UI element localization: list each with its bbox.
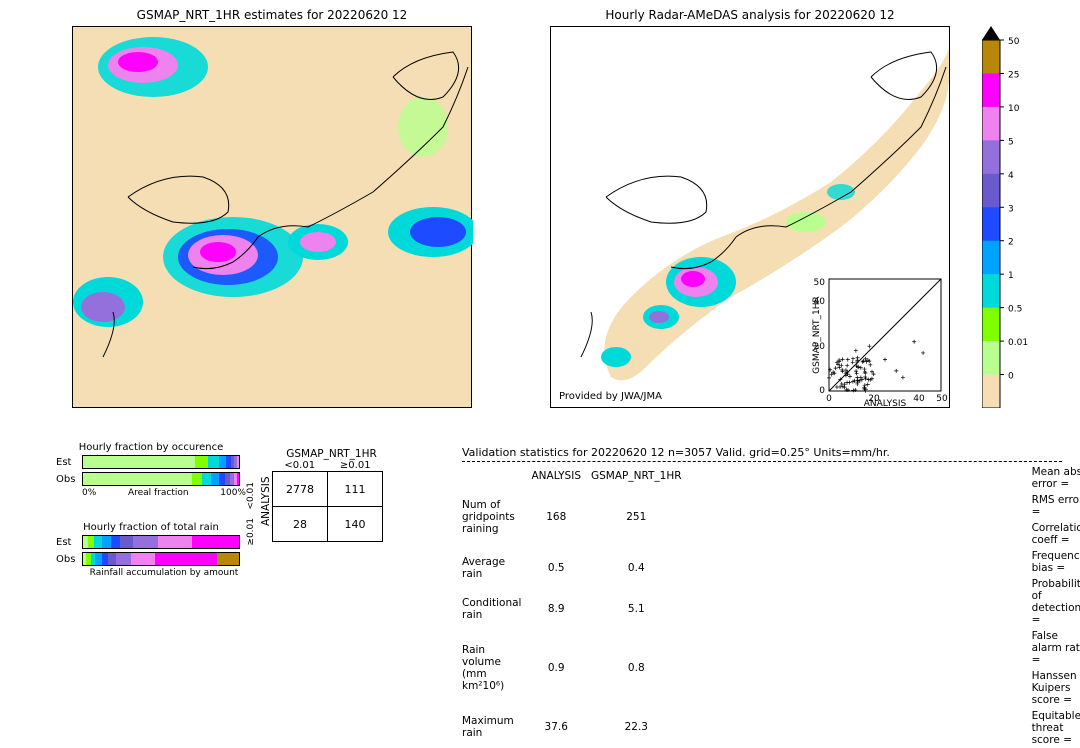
stat-label: Mean abs error = xyxy=(1032,464,1080,492)
stat-label: Probability of detection = xyxy=(1032,576,1080,628)
svg-text:4: 4 xyxy=(1008,171,1014,181)
stat-label: Average rain xyxy=(462,547,531,588)
validation-left-table: ANALYSISGSMAP_NRT_1HR Num of gridpoints … xyxy=(462,464,692,748)
contingency-panel: GSMAP_NRT_1HR ANALYSIS <0.01 ≥0.01 27781… xyxy=(260,448,383,542)
svg-text:0.5: 0.5 xyxy=(1008,305,1022,315)
hbar-occurrence: Hourly fraction by occurence EstObs 0% A… xyxy=(56,442,246,498)
svg-text:0: 0 xyxy=(826,394,832,404)
stat-label: Hanssen & Kuipers score = xyxy=(1032,668,1080,708)
svg-text:10: 10 xyxy=(1008,104,1020,114)
svg-text:5: 5 xyxy=(1008,137,1014,147)
svg-text:0.01: 0.01 xyxy=(1008,338,1028,348)
svg-text:2: 2 xyxy=(1008,238,1014,248)
left-map-title: GSMAP_NRT_1HR estimates for 20220620 12 xyxy=(72,8,472,22)
scatter-inset: ANALYSIS GSMAP_NRT_1HR 0 20 40 0 20 40 5… xyxy=(812,278,948,409)
svg-text:50: 50 xyxy=(1008,37,1020,47)
svg-text:25: 25 xyxy=(1008,70,1019,80)
right-map-title: Hourly Radar-AMeDAS analysis for 2022062… xyxy=(550,8,950,22)
svg-text:3: 3 xyxy=(1008,204,1014,214)
hbar-total: Hourly fraction of total rain EstObs Rai… xyxy=(56,522,246,578)
hbar-row: Obs xyxy=(56,471,246,487)
right-map-panel: Hourly Radar-AMeDAS analysis for 2022062… xyxy=(550,26,950,408)
validation-panel: Validation statistics for 20220620 12 n=… xyxy=(462,446,1062,748)
stat-label: Equitable threat score = xyxy=(1032,708,1080,748)
stat-label: Conditional rain xyxy=(462,588,531,629)
tot-title: Hourly fraction of total rain xyxy=(56,522,246,533)
svg-text:20: 20 xyxy=(814,342,826,352)
svg-text:50: 50 xyxy=(936,394,948,404)
colorbar: 50 25 10 5 4 3 2 1 0.5 0.01 0 xyxy=(982,26,1052,408)
svg-text:50: 50 xyxy=(814,278,826,288)
hbar-row: Est xyxy=(56,454,246,470)
attribution-text: Provided by JWA/JMA xyxy=(559,391,662,402)
stat-label: Num of gridpoints raining xyxy=(462,488,531,547)
svg-text:0: 0 xyxy=(819,386,825,396)
left-map-svg: 45°N 40°N 35°N 30°N 25°N 125°E 130°E 135… xyxy=(73,27,473,409)
right-map-svg: Provided by JWA/JMA 45°N 40°N 35°N 30°N … xyxy=(551,27,951,409)
svg-text:0: 0 xyxy=(1008,372,1014,382)
svg-text:40: 40 xyxy=(913,394,925,404)
stat-label: Maximum rain xyxy=(462,707,531,748)
stat-label: RMS error = xyxy=(1032,492,1080,520)
left-map-panel: GSMAP_NRT_1HR estimates for 20220620 12 xyxy=(72,26,472,408)
svg-text:GSMAP_NRT_1HR: GSMAP_NRT_1HR xyxy=(812,296,822,374)
hbar-row: Obs xyxy=(56,551,246,567)
stat-label: Rain volume (mm km²10⁶) xyxy=(462,630,531,707)
contingency-table: 2778111 28140 xyxy=(272,471,383,542)
stat-label: Correlation coeff = xyxy=(1032,520,1080,548)
validation-title: Validation statistics for 20220620 12 n=… xyxy=(462,446,1062,459)
validation-right-table: Mean abs error =0.4RMS error =1.9Correla… xyxy=(1032,464,1080,748)
svg-text:20: 20 xyxy=(868,394,880,404)
occ-title: Hourly fraction by occurence xyxy=(56,442,246,453)
svg-text:1: 1 xyxy=(1008,271,1014,281)
svg-text:40: 40 xyxy=(814,297,826,307)
stat-label: Frequency bias = xyxy=(1032,548,1080,576)
hbar-row: Est xyxy=(56,534,246,550)
stat-label: False alarm ratio = xyxy=(1032,628,1080,668)
